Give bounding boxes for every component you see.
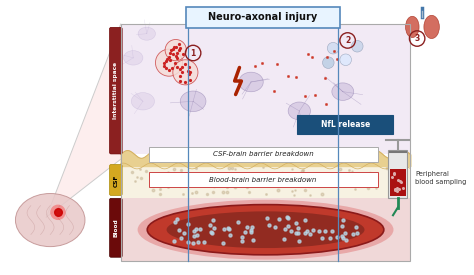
Circle shape (328, 42, 339, 54)
Text: Neuro-axonal injury: Neuro-axonal injury (209, 12, 318, 22)
Bar (121, 198, 410, 261)
Circle shape (352, 40, 363, 52)
Circle shape (340, 54, 352, 65)
FancyBboxPatch shape (186, 7, 340, 28)
Ellipse shape (424, 15, 439, 39)
Ellipse shape (138, 27, 155, 40)
FancyBboxPatch shape (109, 198, 122, 257)
Bar (121, 24, 410, 261)
Text: 1: 1 (191, 48, 196, 57)
Circle shape (322, 57, 334, 68)
Circle shape (173, 60, 198, 85)
Bar (390, 169, 406, 196)
Bar (121, 24, 410, 154)
Ellipse shape (288, 102, 310, 120)
FancyBboxPatch shape (297, 115, 393, 134)
Text: Blood: Blood (113, 218, 118, 237)
Text: Blood-brain barrier breakdown: Blood-brain barrier breakdown (210, 177, 317, 183)
Text: 2: 2 (345, 36, 350, 45)
Ellipse shape (180, 91, 206, 112)
Polygon shape (46, 24, 121, 217)
Ellipse shape (332, 83, 354, 100)
Text: CSF: CSF (113, 174, 118, 187)
Text: Interstitial space: Interstitial space (113, 62, 118, 119)
FancyBboxPatch shape (109, 28, 122, 154)
Ellipse shape (147, 205, 384, 255)
Text: CSF-brain barrier breakdown: CSF-brain barrier breakdown (213, 152, 313, 157)
Ellipse shape (137, 200, 393, 260)
FancyBboxPatch shape (109, 164, 122, 196)
Ellipse shape (16, 194, 85, 247)
Ellipse shape (166, 211, 365, 248)
Ellipse shape (239, 72, 263, 92)
Circle shape (155, 49, 182, 76)
Text: 3: 3 (414, 34, 420, 43)
Text: NfL release: NfL release (320, 120, 370, 129)
Text: Peripheral
blood sampling: Peripheral blood sampling (415, 170, 466, 185)
Bar (121, 166, 410, 198)
Ellipse shape (124, 51, 143, 65)
FancyBboxPatch shape (149, 147, 378, 162)
Ellipse shape (406, 16, 419, 38)
Circle shape (165, 40, 186, 61)
Ellipse shape (131, 93, 155, 110)
Circle shape (50, 205, 66, 220)
FancyBboxPatch shape (149, 172, 378, 187)
FancyBboxPatch shape (388, 150, 408, 198)
